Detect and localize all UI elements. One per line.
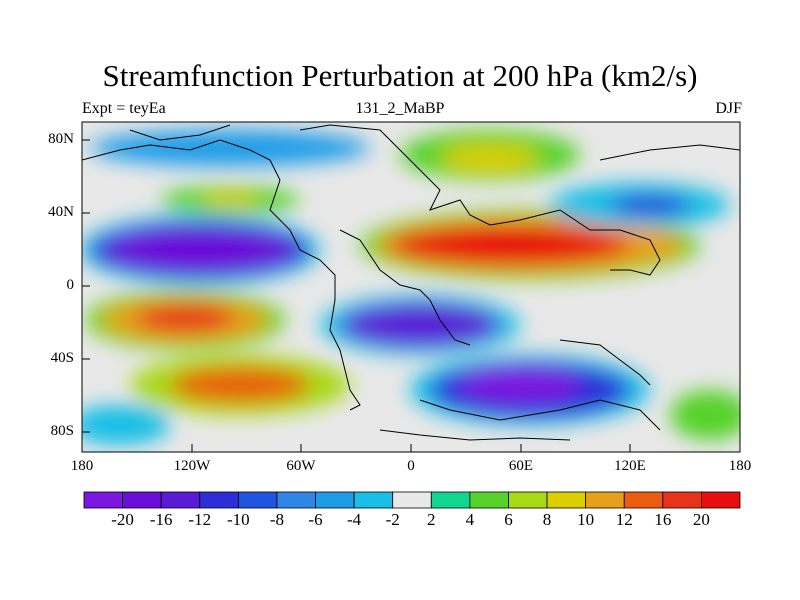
colorbar-label: 4 [465,510,475,529]
colorbar-swatch [353,491,394,509]
tick-marks [81,139,741,452]
colorbar [83,491,741,509]
colorbar-swatch [315,491,355,509]
colorbar-swatch [237,491,278,509]
colorbar-swatch [392,491,432,509]
lon-tick: 120W [173,458,211,474]
contour-field [82,130,740,445]
colorbar-label: 12 [615,510,633,529]
colorbar-label: -8 [269,510,285,529]
colorbar-swatch [83,491,123,509]
colorbar-swatch [199,491,239,509]
contour-blob [390,225,630,265]
season-label: DJF [715,100,742,117]
colorbar-swatch [585,491,625,509]
lon-tick: 60E [508,458,534,474]
colorbar-label: -10 [227,510,250,529]
colorbar-label: 6 [504,510,513,529]
colorbar-label: -12 [188,510,212,529]
coastline [379,429,571,441]
lon-tick: 180 [70,458,94,474]
colorbar-label: 20 [692,510,710,529]
coastline [559,339,651,386]
lat-tick: 80S [50,423,74,439]
lat-tick: 80N [48,131,74,147]
coastline [129,124,231,141]
colorbar-label: 16 [654,510,672,529]
lat-tick: 40S [50,350,74,366]
coastlines [82,124,740,441]
lon-tick: 0 [407,458,415,474]
colorbar-label: -2 [385,510,400,529]
colorbar-swatch [276,491,316,509]
lon-tick: 60W [286,458,316,474]
colorbar-swatch [508,491,548,509]
lat-tick: 40N [48,204,74,220]
colorbar-label: -20 [111,510,134,529]
contour-blob [135,304,235,332]
coastline [82,139,361,411]
colorbar-label: -4 [347,510,362,529]
lon-tick: 180 [728,458,752,474]
contour-blob [170,367,310,403]
case-label: 131_2_MaBP [355,100,445,117]
lat-tick: 0 [66,277,75,293]
experiment-label: Expt = teyEa [82,100,166,117]
colorbar-swatch [469,491,509,509]
colorbar-label: -6 [308,510,323,529]
colorbar-swatch [701,491,741,509]
contour-blob [340,303,500,347]
contour-blob [82,405,170,445]
colorbar-swatch [160,491,201,509]
coastline [299,124,661,276]
map-title: Streamfunction Perturbation at 200 hPa (… [102,58,698,93]
lon-tick: 120E [614,458,646,474]
contour-blob [460,367,580,403]
colorbar-label: 10 [577,510,595,529]
contour-blob [440,144,540,172]
coastline [599,144,740,161]
coastline [419,399,661,431]
contour-blob [105,228,295,272]
contour-blob [200,193,260,207]
colorbar-label: -16 [149,510,173,529]
contour-blob [610,195,690,215]
colorbar-swatch [662,491,702,509]
colorbar-swatch [430,491,471,509]
colorbar-label: 8 [542,510,552,529]
colorbar-label: 2 [427,510,436,529]
contour-blob [670,390,740,440]
colorbar-swatch [122,491,162,509]
coastline [339,229,471,346]
colorbar-swatch [623,491,664,509]
colorbar-swatch [546,491,587,509]
contour-blob [90,130,370,166]
